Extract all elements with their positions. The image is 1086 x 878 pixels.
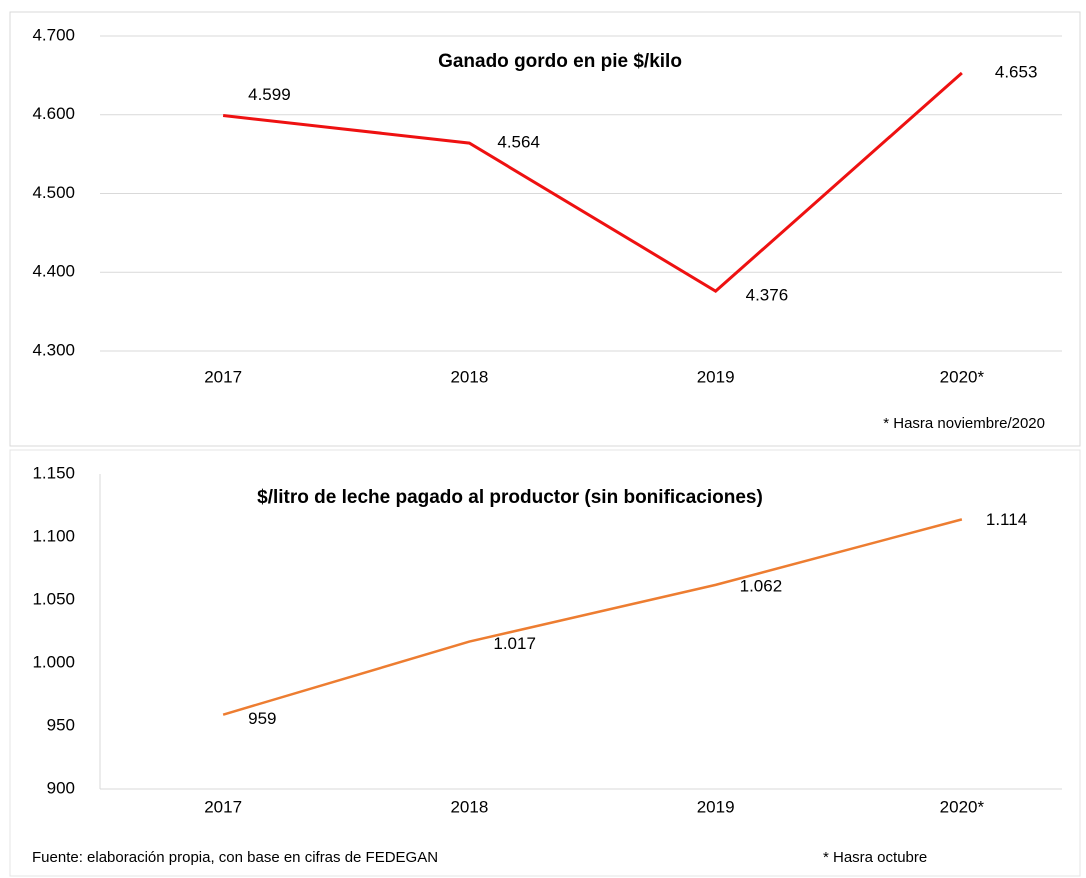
data-line <box>222 518 963 716</box>
chart-title: $/litro de leche pagado al productor (si… <box>257 487 763 508</box>
y-tick-label: 950 <box>47 715 75 734</box>
y-tick-label: 4.400 <box>32 262 75 281</box>
y-tick-label: 1.050 <box>32 589 75 608</box>
x-tick-label: 2017 <box>204 797 242 816</box>
y-tick-label: 1.150 <box>32 463 75 482</box>
data-label: 1.062 <box>740 576 783 595</box>
data-line <box>222 71 963 294</box>
x-tick-label: 2018 <box>450 367 488 386</box>
y-tick-label: 4.500 <box>32 183 75 202</box>
x-tick-label: 2020* <box>940 367 985 386</box>
x-tick-label: 2019 <box>697 797 735 816</box>
chart-title: Ganado gordo en pie $/kilo <box>438 51 682 72</box>
data-label: 4.653 <box>995 62 1038 81</box>
data-label: 1.017 <box>493 634 536 653</box>
x-tick-label: 2018 <box>450 797 488 816</box>
y-tick-label: 1.100 <box>32 526 75 545</box>
y-tick-label: 4.700 <box>32 25 75 44</box>
y-tick-label: 900 <box>47 778 75 797</box>
footnote: * Hasra noviembre/2020 <box>883 415 1045 432</box>
data-label: 4.564 <box>497 133 540 152</box>
data-label: 4.376 <box>746 286 789 305</box>
x-tick-label: 2019 <box>697 367 735 386</box>
y-tick-label: 4.600 <box>32 104 75 123</box>
y-tick-label: 1.000 <box>32 652 75 671</box>
x-tick-label: 2020* <box>940 797 985 816</box>
data-label: 1.114 <box>986 510 1027 529</box>
panel-border <box>9 11 1081 447</box>
footnote: * Hasra octubre <box>823 849 927 866</box>
y-tick-label: 4.300 <box>32 340 75 359</box>
data-label: 959 <box>248 709 276 728</box>
data-label: 4.599 <box>248 85 291 104</box>
source-note: Fuente: elaboración propia, con base en … <box>32 849 438 866</box>
x-tick-label: 2017 <box>204 367 242 386</box>
panel-border <box>9 449 1081 877</box>
